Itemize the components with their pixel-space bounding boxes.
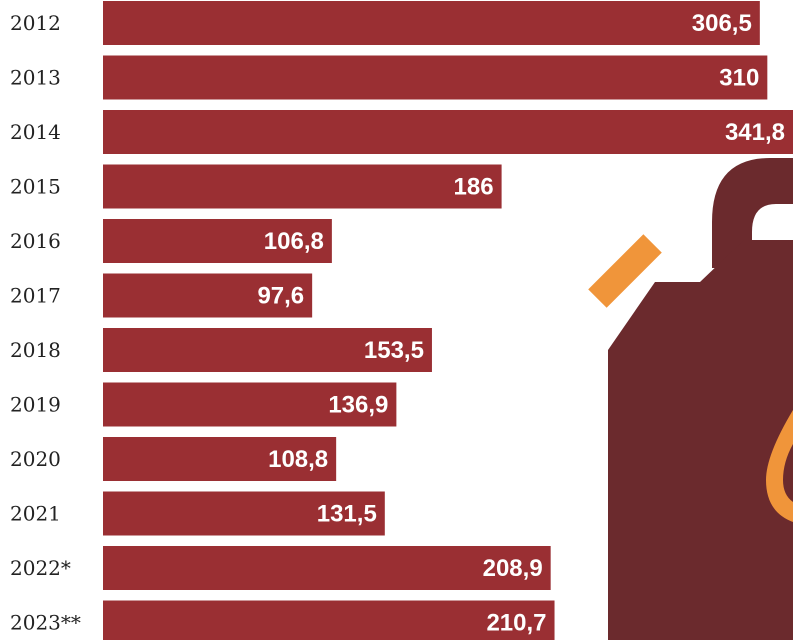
bar-2022	[103, 546, 551, 590]
value-label: 153,5	[364, 337, 424, 364]
year-label: 2021	[10, 502, 61, 526]
fuel-canister-icon	[588, 158, 793, 640]
bar-2013	[103, 55, 768, 100]
bar-2015	[103, 164, 502, 209]
bar-2014	[103, 110, 793, 154]
value-label: 306,5	[692, 10, 752, 37]
canister-body	[608, 240, 793, 640]
bar-2019	[103, 382, 397, 427]
canister-handle	[712, 158, 793, 268]
value-label: 186	[454, 174, 494, 201]
flame-icon	[766, 410, 793, 522]
year-label: 2022*	[10, 556, 71, 580]
bar-2012	[103, 1, 760, 45]
bar-2021	[103, 491, 385, 536]
year-label: 2023**	[10, 611, 81, 635]
value-label: 341,8	[725, 119, 785, 146]
value-label: 108,8	[268, 446, 328, 473]
bar-2016	[103, 219, 332, 263]
canister-spout	[588, 234, 662, 308]
year-label: 2012	[10, 11, 61, 35]
year-label: 2018	[10, 338, 61, 362]
year-label: 2014	[10, 120, 61, 144]
value-label: 210,7	[486, 610, 546, 637]
value-label: 131,5	[317, 501, 377, 528]
value-label: 208,9	[483, 555, 543, 582]
year-label: 2016	[10, 229, 61, 253]
value-label: 106,8	[264, 228, 324, 255]
year-label: 2013	[10, 66, 61, 90]
value-label: 310	[719, 65, 759, 92]
bar-2023	[103, 600, 555, 640]
bar-2017	[103, 273, 313, 318]
value-label: 97,6	[257, 283, 304, 310]
bar-2018	[103, 328, 432, 372]
year-label: 2017	[10, 284, 61, 308]
bar-2020	[103, 437, 337, 481]
year-label: 2020	[10, 447, 61, 471]
year-label: 2019	[10, 393, 61, 417]
value-label: 136,9	[328, 392, 388, 419]
year-label: 2015	[10, 175, 61, 199]
